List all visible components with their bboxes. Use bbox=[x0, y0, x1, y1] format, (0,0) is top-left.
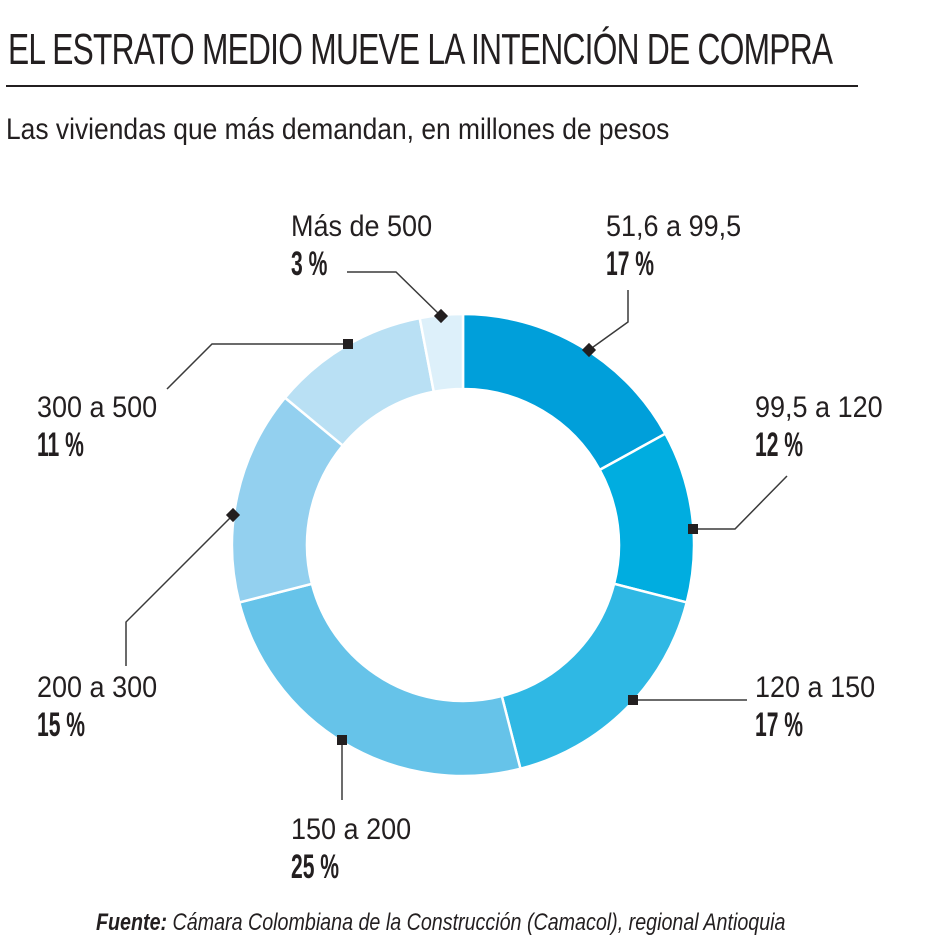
slice-range-label: 300 a 500 bbox=[37, 391, 158, 424]
leader-marker-4 bbox=[225, 507, 241, 523]
leader-line-4 bbox=[125, 514, 234, 666]
slice-range-label: 51,6 a 99,5 bbox=[606, 210, 742, 243]
donut-slice-2 bbox=[500, 582, 689, 771]
slice-label-1: 99,5 a 120 12 % bbox=[755, 391, 897, 465]
donut-slice-3 bbox=[237, 582, 522, 778]
slice-value-label: 25 % bbox=[291, 848, 340, 886]
slice-value-label: 3 % bbox=[291, 245, 328, 283]
slice-value-label: 12 % bbox=[755, 426, 804, 464]
slice-value-label: 17 % bbox=[755, 706, 804, 744]
source-note: Fuente: Cámara Colombiana de la Construc… bbox=[96, 908, 785, 938]
chart-title: EL ESTRATO MEDIO MUEVE LA INTENCIÓN DE C… bbox=[8, 25, 833, 74]
source-label: Fuente: bbox=[96, 909, 168, 936]
slice-range-label: 99,5 a 120 bbox=[755, 391, 883, 424]
leader-marker-2 bbox=[628, 695, 638, 705]
slice-label-6: Más de 500 3 % bbox=[291, 210, 448, 284]
chart-subtitle: Las viviendas que más demandan, en millo… bbox=[6, 113, 670, 146]
slice-label-4: 200 a 300 15 % bbox=[37, 671, 170, 745]
slice-label-3: 150 a 200 25 % bbox=[291, 813, 424, 887]
source-text: Cámara Colombiana de la Construcción (Ca… bbox=[167, 909, 786, 936]
leader-line-0 bbox=[588, 290, 629, 351]
leader-line-5 bbox=[166, 343, 348, 390]
leader-marker-0 bbox=[581, 342, 597, 358]
leader-lines bbox=[125, 271, 788, 800]
slice-range-label: 150 a 200 bbox=[291, 813, 412, 846]
slice-range-label: Más de 500 bbox=[291, 210, 433, 243]
slice-label-0: 51,6 a 99,5 17 % bbox=[606, 210, 756, 284]
slice-value-label: 17 % bbox=[606, 245, 655, 283]
slice-range-label: 120 a 150 bbox=[755, 671, 876, 704]
slice-range-label: 200 a 300 bbox=[37, 671, 158, 704]
leader-marker-6 bbox=[433, 308, 449, 324]
leader-line-6 bbox=[347, 271, 442, 317]
leader-line-1 bbox=[693, 475, 788, 530]
slice-label-2: 120 a 150 17 % bbox=[755, 671, 888, 745]
leader-marker-1 bbox=[688, 524, 698, 534]
slice-value-label: 15 % bbox=[37, 706, 86, 744]
slice-value-label: 11 % bbox=[37, 426, 84, 464]
donut-slice-0 bbox=[461, 312, 668, 472]
donut-slices bbox=[230, 312, 696, 778]
leader-marker-3 bbox=[337, 735, 347, 745]
title-divider bbox=[6, 85, 858, 87]
slice-label-5: 300 a 500 11 % bbox=[37, 391, 170, 465]
leader-marker-5 bbox=[343, 339, 353, 349]
